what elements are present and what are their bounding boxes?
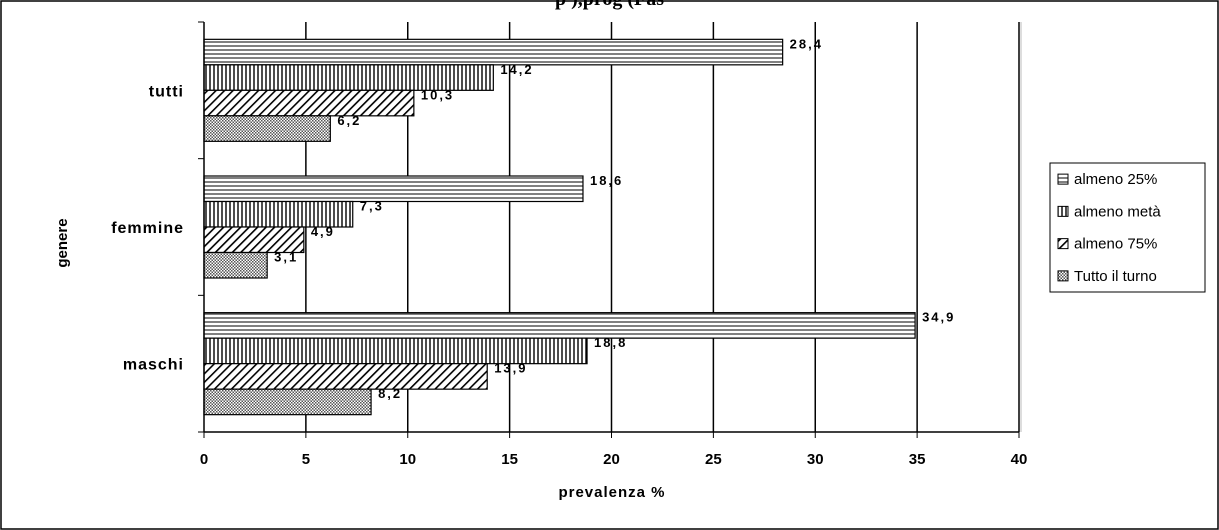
data-label: 8,2 [378,386,402,401]
x-tick-label: 40 [1011,451,1028,468]
y-tick-label-femmine: femmine [111,220,184,237]
bar-tutti-tutto-il-turno [203,115,331,142]
bar-tutti-almeno-75 [203,89,415,117]
legend-label: Tutto il turno [1074,268,1157,285]
x-tick-label: 10 [399,451,416,468]
legend-swatch-almeno-met [1057,205,1069,217]
legend-label: almeno 75% [1074,236,1157,253]
data-label: 3,1 [274,250,298,265]
x-tick-label: 30 [807,451,824,468]
data-label: 13,9 [494,361,527,376]
x-tick-label: 0 [200,451,208,468]
bar-femmine-almeno-25 [203,175,584,203]
axes: 0 5 10 15 20 25 30 35 40 tutti femmine maschi [111,21,1028,468]
x-tick-label: 35 [909,451,926,468]
bar-femmine-almeno-75 [203,226,305,254]
x-tick-label: 15 [501,451,518,468]
y-tick-label-tutti: tutti [149,83,184,100]
data-label: 34,9 [922,310,955,325]
data-label: 18,8 [594,335,627,350]
data-label: 10,3 [421,87,454,102]
legend-label: almeno metà [1074,203,1161,220]
bar-femmine-almeno-met [203,200,354,228]
legend-swatch-tutto-il-turno [1057,270,1069,282]
page-title: p ),prog (Fas [0,0,1219,10]
data-label: 7,3 [360,199,384,214]
y-axis-title: genere [54,218,71,267]
bars: 28,4 14,2 10,3 6,2 18,6 7,3 4,9 3,1 34,9 18,8 13,9… [203,36,955,416]
data-label: 14,2 [500,62,533,77]
bar-femmine-tutto-il-turno [203,251,268,279]
bar-maschi-almeno-75 [203,363,488,390]
legend-box [1049,162,1206,293]
legend-swatch-almeno-75 [1057,238,1069,250]
data-label: 18,6 [590,173,623,188]
bar-maschi-almeno-25 [203,312,916,339]
data-label: 6,2 [337,113,361,128]
legend-label: almeno 25% [1074,171,1157,188]
data-label: 28,4 [790,36,823,51]
bar-maschi-almeno-met [203,337,588,365]
data-label: 4,9 [311,224,335,239]
bar-maschi-tutto-il-turno [203,388,372,416]
y-tick-label-maschi: maschi [123,357,184,374]
x-tick-label: 5 [302,451,310,468]
x-tick-label: 20 [603,451,620,468]
x-axis-title: prevalenza % [558,484,665,501]
legend: almeno 25% almeno metà almeno 75% Tutto il … [1049,162,1206,293]
legend-swatch-almeno-25 [1057,173,1069,185]
bar-tutti-almeno-25 [203,38,784,66]
x-tick-label: 25 [705,451,722,468]
